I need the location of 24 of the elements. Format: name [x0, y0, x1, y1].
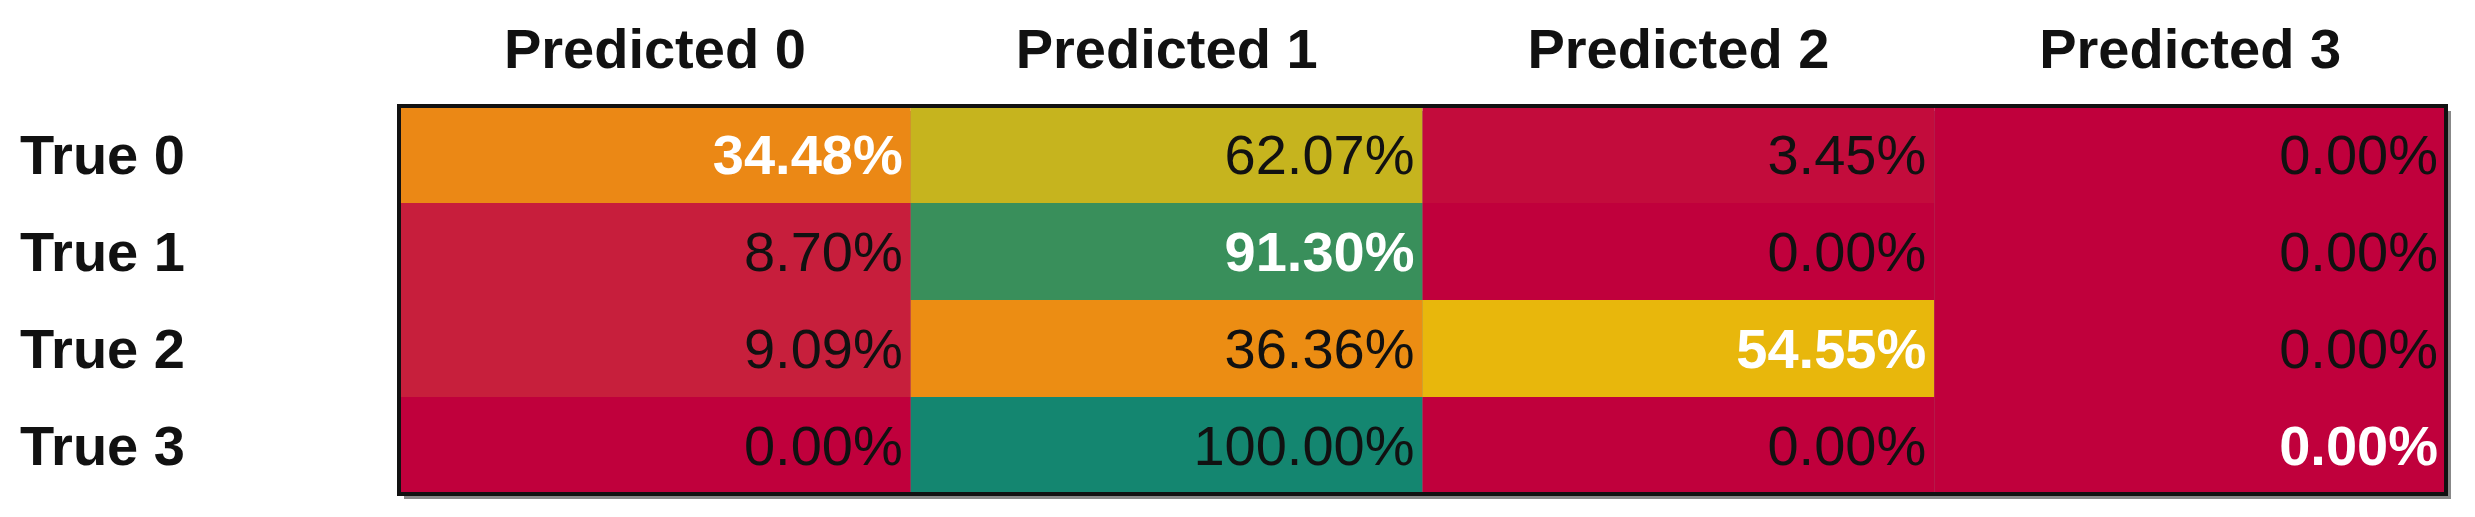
y-tick-label: True 0 — [20, 123, 185, 186]
data-label: 0.00% — [1767, 220, 1927, 283]
data-label: 54.55% — [1736, 317, 1927, 380]
x-tick-label: Predicted 2 — [1527, 17, 1830, 80]
data-label: 34.48% — [712, 123, 903, 186]
data-label: 0.00% — [2279, 220, 2438, 283]
data-label: 9.09% — [743, 317, 903, 380]
y-tick-label: True 3 — [20, 414, 185, 477]
y-tick-label: True 1 — [20, 220, 185, 283]
data-label: 0.00% — [1767, 414, 1927, 477]
data-label: 0.00% — [2279, 317, 2438, 380]
data-label: 62.07% — [1224, 123, 1415, 186]
data-label: 0.00% — [2279, 123, 2438, 186]
data-label: 100.00% — [1193, 414, 1415, 477]
data-label: 36.36% — [1224, 317, 1415, 380]
x-tick-label: Predicted 0 — [503, 17, 806, 80]
data-label: 0.00% — [2279, 414, 2438, 477]
x-tick-label: Predicted 1 — [1015, 17, 1318, 80]
x-tick-label: Predicted 3 — [2039, 17, 2342, 80]
data-label: 8.70% — [743, 220, 903, 283]
data-label: 3.45% — [1767, 123, 1927, 186]
y-tick-label: True 2 — [20, 317, 185, 380]
data-label: 91.30% — [1224, 220, 1415, 283]
data-label: 0.00% — [743, 414, 903, 477]
